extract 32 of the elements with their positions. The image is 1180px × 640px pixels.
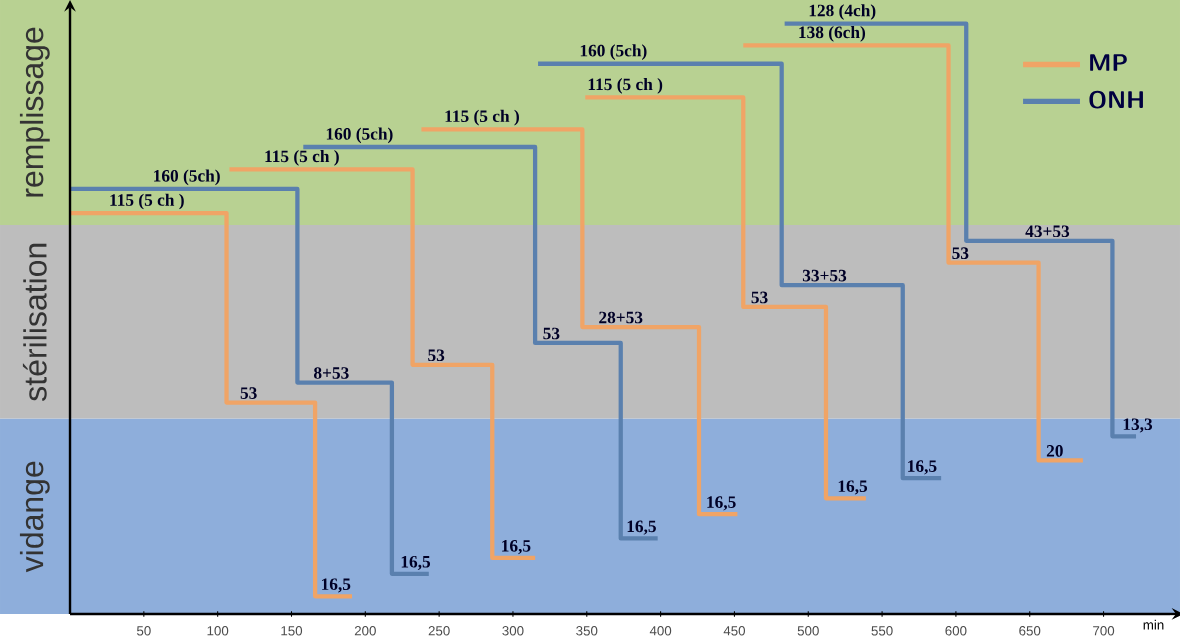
annotation: 53 xyxy=(428,349,445,362)
annotation: 160 (5ch) xyxy=(580,44,647,60)
annotation: 33+53 xyxy=(802,269,847,282)
band-label: vidange xyxy=(19,461,50,573)
annotation: 53 xyxy=(751,291,768,304)
annotation: 53 xyxy=(240,387,257,399)
annotation: 16,5 xyxy=(322,578,351,593)
annotation: 16,5 xyxy=(838,480,868,495)
annotation: 53 xyxy=(952,247,969,259)
annotation: 138 (6ch) xyxy=(799,26,866,42)
band-label: remplissage xyxy=(19,27,50,197)
annotation: 128 (4ch) xyxy=(809,4,876,20)
annotation: 16,5 xyxy=(707,496,736,511)
annotation: 115 (5 ch ) xyxy=(110,193,184,210)
annotation: 53 xyxy=(543,327,560,340)
legend-label: MP xyxy=(1090,54,1127,71)
annotation: 160 (5ch) xyxy=(154,169,220,186)
annotation: 13,3 xyxy=(1123,418,1153,433)
annotation: 115 (5 ch ) xyxy=(265,149,339,166)
annotation: 16,5 xyxy=(502,540,531,555)
annotation: 16,5 xyxy=(627,520,656,535)
annotation: 115 (5 ch ) xyxy=(588,77,663,94)
annotation: 43+53 xyxy=(1025,225,1070,238)
annotation: 20 xyxy=(1046,445,1063,457)
annotation: 28+53 xyxy=(599,311,643,324)
annotation: 115 (5 ch ) xyxy=(445,109,519,126)
legend-label: ONH xyxy=(1089,90,1143,109)
annotation: 160 (5ch) xyxy=(326,127,393,144)
annotation: 16,5 xyxy=(401,555,431,571)
annotation: 16,5 xyxy=(908,460,937,475)
annotation: 8+53 xyxy=(314,367,349,379)
band-label: stérilisation xyxy=(22,243,47,401)
